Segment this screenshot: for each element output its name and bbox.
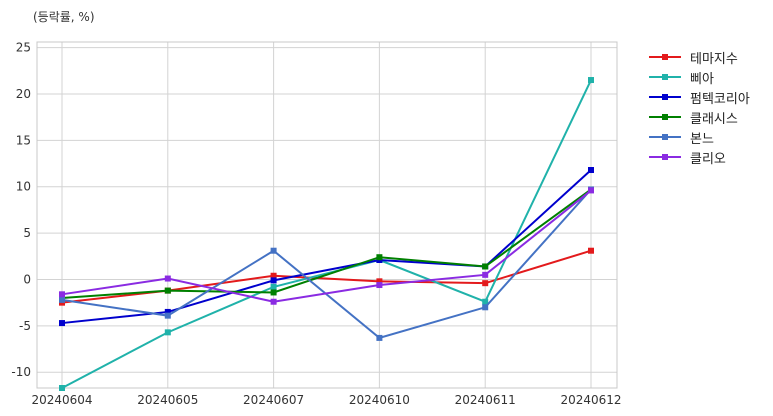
y-tick-label: 0 [23,272,31,286]
unit-label: (등락률, %) [33,10,95,24]
data-point [588,247,594,254]
legend-item[interactable]: 펌텍코리아 [649,87,750,107]
x-tick-label: 20240607 [243,393,304,407]
data-point [270,272,277,279]
x-tick-labels: 20240604 20240605 20240607 20240610 20240611… [31,393,621,407]
legend-marker [662,134,668,140]
data-point [482,263,489,270]
series-lines [59,77,594,391]
series-클리오 [59,187,594,305]
data-point [588,187,594,194]
y-tick-labels: -10 -5 0 5 10 15 20 25 [11,41,31,380]
series-line [61,79,592,389]
y-tick-label: -10 [11,365,31,379]
y-tick-label: 20 [16,87,31,101]
data-point [270,283,277,290]
legend-item[interactable]: 삐아 [649,67,750,87]
data-point [270,289,277,296]
data-point [164,312,171,319]
y-tick-label: 10 [16,180,31,194]
data-point [59,385,65,391]
legend-label: 본느 [690,131,714,147]
data-point [482,271,489,278]
y-tick-label: 25 [16,41,31,55]
data-point [270,277,277,284]
data-point [482,280,489,287]
x-tick-label: 20240611 [455,393,516,407]
legend-swatch [649,51,681,63]
data-point [59,291,65,298]
y-tick-label: -5 [19,319,31,333]
legend-marker [662,154,668,160]
legend-label: 삐아 [690,71,714,87]
legend-swatch [649,151,681,163]
y-tick-label: 15 [16,133,31,147]
legend-marker [662,94,668,100]
legend-swatch [649,131,681,143]
legend-label: 테마지수 [690,51,738,67]
legend-item[interactable]: 클래시스 [649,107,750,127]
data-point [59,320,65,327]
legend-label: 클리오 [690,151,726,167]
data-point [376,254,383,261]
series-line [61,188,592,300]
series-삐아 [59,77,594,391]
x-tick-label: 20240604 [31,393,92,407]
legend-marker [662,74,668,80]
data-point [482,304,489,311]
data-point [588,167,594,174]
legend-swatch [649,91,681,103]
legend-item[interactable]: 테마지수 [649,47,750,67]
legend-marker [662,54,668,60]
data-point [588,77,594,84]
series-line [61,189,592,303]
y-tick-label: 5 [23,226,31,240]
x-tick-label: 20240605 [137,393,198,407]
data-point [164,275,171,282]
plot-frame [36,41,618,389]
data-point [270,298,277,305]
x-tick-label: 20240610 [349,393,410,407]
series-본느 [59,186,594,341]
data-point [270,247,277,254]
data-point [164,287,171,294]
legend-swatch [649,111,681,123]
legend-label: 펌텍코리아 [690,91,750,107]
data-point [59,296,65,303]
legend-label: 클래시스 [690,111,738,127]
data-point [376,334,383,341]
data-point [482,298,489,305]
legend-marker [662,114,668,120]
plot-border [36,41,618,389]
data-point [376,278,383,285]
legend-item[interactable]: 클리오 [649,147,750,167]
legend-item[interactable]: 본느 [649,127,750,147]
grid-lines [37,42,617,388]
data-point [164,308,171,315]
x-tick-label: 20240612 [560,393,621,407]
data-point [164,329,171,336]
data-point [376,282,383,289]
legend-swatch [649,71,681,83]
